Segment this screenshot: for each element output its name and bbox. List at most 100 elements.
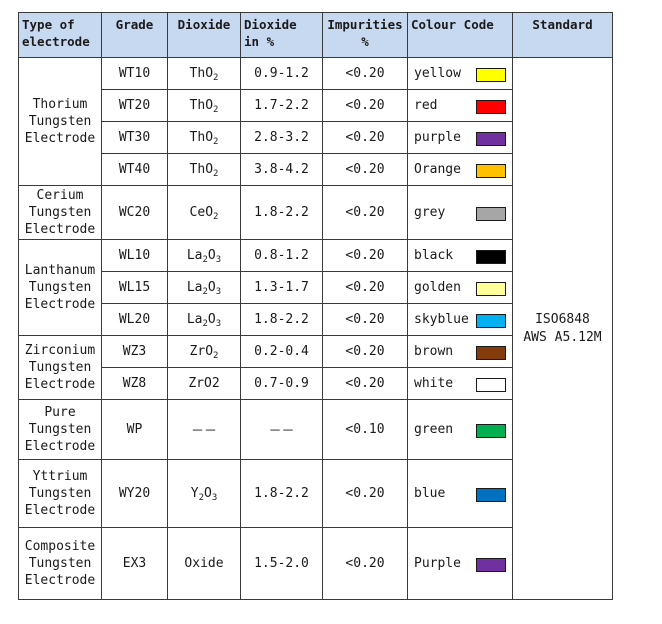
- grade-cell: WY20: [101, 459, 168, 528]
- header-impurities: Impurities %: [322, 12, 408, 58]
- grade-cell: WT10: [101, 57, 168, 90]
- colour-name: brown: [414, 344, 454, 359]
- dioxide-pct-cell: 0.9-1.2: [240, 57, 323, 90]
- dioxide-base: La: [186, 280, 203, 295]
- electrode-table: Type of electrode Grade Dioxide Dioxide …: [18, 12, 613, 600]
- dioxide-base: ZrO: [189, 344, 214, 359]
- dioxide-base-2: O: [207, 312, 216, 327]
- colour-name: green: [414, 422, 454, 437]
- dioxide-cell: ZrO2: [167, 367, 241, 400]
- dioxide-pct-cell: －－: [240, 399, 323, 460]
- dioxide-base: Y: [190, 486, 199, 501]
- grade-cell: WZ3: [101, 335, 168, 368]
- dioxide-cell: －－: [167, 399, 241, 460]
- electrode-type: Lanthanum Tungsten Electrode: [18, 239, 102, 336]
- table-row: WT20 ThO2 1.7-2.2 <0.20 red: [19, 89, 613, 122]
- dioxide-subscript: 2: [213, 351, 219, 361]
- dioxide-cell: ThO2: [167, 57, 241, 90]
- dioxide-subscript: 2: [213, 169, 219, 179]
- colour-cell: yellow: [407, 57, 513, 90]
- grade-cell: WP: [101, 399, 168, 460]
- electrode-type: Pure Tungsten Electrode: [18, 399, 102, 460]
- electrode-type: Cerium Tungsten Electrode: [18, 185, 102, 240]
- dioxide-cell: La2O3: [167, 303, 241, 336]
- dioxide-base: ThO: [189, 130, 214, 145]
- grade-cell: WC20: [101, 185, 168, 240]
- dioxide-pct-cell: 0.2-0.4: [240, 335, 323, 368]
- dioxide-base-2: O: [207, 280, 216, 295]
- colour-swatch: [476, 423, 506, 438]
- colour-swatch: [476, 313, 506, 328]
- dioxide-pct-cell: 1.5-2.0: [240, 527, 323, 600]
- dioxide-pct-cell: 1.3-1.7: [240, 271, 323, 304]
- dioxide-cell: ThO2: [167, 121, 241, 154]
- standard-line-1: ISO6848: [535, 311, 590, 327]
- dioxide-cell: ThO2: [167, 89, 241, 122]
- grade-cell: WT40: [101, 153, 168, 186]
- dioxide-pct-cell: 1.8-2.2: [240, 459, 323, 528]
- dioxide-base-2: O: [204, 486, 212, 501]
- dioxide-base: ThO: [189, 66, 214, 81]
- table-row: Pure Tungsten Electrode WP －－ －－ <0.10 green: [18, 399, 613, 460]
- colour-cell: black: [407, 239, 513, 272]
- colour-name: yellow: [414, 66, 461, 81]
- dioxide-subscript: 2: [213, 105, 219, 115]
- colour-cell: red: [407, 89, 513, 122]
- grade-cell: WT30: [101, 121, 168, 154]
- dioxide-cell: La2O3: [167, 239, 241, 272]
- dioxide-pct-cell: 3.8-4.2: [240, 153, 323, 186]
- colour-name: red: [414, 98, 438, 113]
- colour-swatch: [476, 163, 506, 178]
- dioxide-pct-cell: 0.7-0.9: [240, 367, 323, 400]
- dioxide-base: ZrO2: [188, 376, 220, 391]
- dioxide-subscript: 2: [202, 319, 208, 329]
- standard-cell: ISO6848 AWS A5.12M: [512, 57, 613, 600]
- colour-name: blue: [414, 486, 446, 501]
- dioxide-subscript: 2: [213, 212, 219, 222]
- dioxide-subscript: 2: [202, 255, 208, 265]
- colour-name: Purple: [414, 556, 461, 571]
- impurities-cell: <0.20: [322, 185, 408, 240]
- colour-swatch: [476, 345, 506, 360]
- dioxide-cell: La2O3: [167, 271, 241, 304]
- dioxide-base: ThO: [189, 98, 214, 113]
- grade-cell: EX3: [101, 527, 168, 600]
- grade-cell: WT20: [101, 89, 168, 122]
- dioxide-subscript-2: 3: [215, 287, 222, 297]
- table-row: Composite Tungsten Electrode EX3 Oxide 1.5-…: [18, 527, 613, 600]
- dioxide-pct-cell: 1.7-2.2: [240, 89, 323, 122]
- dioxide-pct-cell: 1.8-2.2: [240, 303, 323, 336]
- dioxide-base: La: [186, 248, 203, 263]
- dioxide-pct-cell: 1.8-2.2: [240, 185, 323, 240]
- table-row: Yttrium Tungsten Electrode WY20 Y2O3 1.8-2.…: [18, 459, 613, 528]
- colour-swatch: [476, 487, 506, 502]
- dioxide-cell: ThO2: [167, 153, 241, 186]
- grade-cell: WZ8: [101, 367, 168, 400]
- colour-cell: white: [407, 367, 513, 400]
- impurities-cell: <0.10: [322, 399, 408, 460]
- colour-cell: Purple: [407, 527, 513, 600]
- grade-cell: WL10: [101, 239, 168, 272]
- colour-cell: green: [407, 399, 513, 460]
- dioxide-pct-cell: 0.8-1.2: [240, 239, 323, 272]
- grade-cell: WL20: [101, 303, 168, 336]
- colour-swatch: [476, 67, 506, 82]
- electrode-type: Thorium Tungsten Electrode: [18, 57, 102, 186]
- impurities-cell: <0.20: [322, 459, 408, 528]
- header-dioxide: Dioxide: [167, 12, 241, 58]
- header-standard: Standard: [512, 12, 613, 58]
- dioxide-base: CeO: [189, 205, 214, 220]
- colour-cell: grey: [407, 185, 513, 240]
- colour-swatch: [476, 557, 506, 572]
- colour-name: skyblue: [414, 312, 469, 327]
- impurities-cell: <0.20: [322, 121, 408, 154]
- table-row: WZ8 ZrO2 0.7-0.9 <0.20 white: [19, 367, 613, 400]
- grade-cell: WL15: [101, 271, 168, 304]
- colour-cell: Orange: [407, 153, 513, 186]
- impurities-cell: <0.20: [322, 153, 408, 186]
- table-row: Zirconium Tungsten Electrode WZ3 ZrO2 0.2-0…: [18, 335, 613, 400]
- colour-name: golden: [414, 280, 461, 295]
- colour-cell: purple: [407, 121, 513, 154]
- standard-line-2: AWS A5.12M: [523, 329, 602, 345]
- impurities-cell: <0.20: [322, 57, 408, 90]
